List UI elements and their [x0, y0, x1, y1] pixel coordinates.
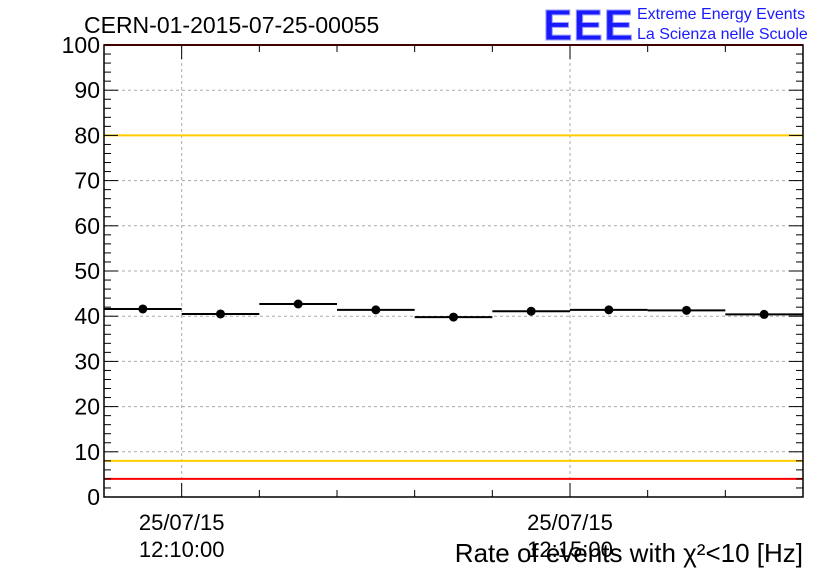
plot-frame	[103, 44, 804, 498]
data-point	[449, 312, 458, 322]
y-tick-label: 10	[74, 439, 100, 465]
tick-labels: 010203040506070809010025/07/1512:10:0025…	[62, 32, 613, 562]
data-point	[682, 305, 691, 315]
y-tick-label: 60	[74, 213, 100, 239]
y-tick-label: 90	[74, 77, 100, 103]
logo-mark: EEE	[543, 1, 634, 50]
data-point	[138, 304, 148, 314]
x-tick-label-time: 12:15:00	[527, 537, 613, 562]
reference-lines	[104, 44, 803, 480]
logo-line-1: Extreme Energy Events	[637, 6, 805, 23]
x-axis-label: Rate of events with χ²<10 [Hz]	[455, 538, 803, 568]
y-tick-label: 30	[74, 348, 100, 374]
y-tick-label: 0	[87, 484, 100, 510]
y-tick-label: 20	[74, 394, 100, 420]
y-tick-label: 50	[74, 258, 100, 284]
chart-title: CERN-01-2015-07-25-00055	[84, 12, 379, 38]
logo-line-2: La Scienza nelle Scuole	[637, 26, 808, 43]
y-tick-label: 100	[62, 32, 100, 58]
data-point	[604, 305, 614, 315]
x-tick-label-time: 12:10:00	[139, 537, 225, 562]
y-tick-label: 80	[74, 122, 100, 148]
eee-logo: EEE Extreme Energy Events La Scienza nel…	[543, 1, 808, 51]
x-tick-label-date: 25/07/15	[527, 510, 613, 535]
data-point	[371, 305, 381, 315]
data-point	[293, 299, 303, 309]
x-tick-label-date: 25/07/15	[139, 510, 225, 535]
y-tick-label: 40	[74, 303, 100, 329]
data-series	[104, 299, 803, 322]
y-tick-label: 70	[74, 168, 100, 194]
data-point	[216, 309, 225, 319]
data-point	[759, 309, 769, 319]
data-point	[526, 306, 536, 316]
grid	[104, 45, 803, 497]
